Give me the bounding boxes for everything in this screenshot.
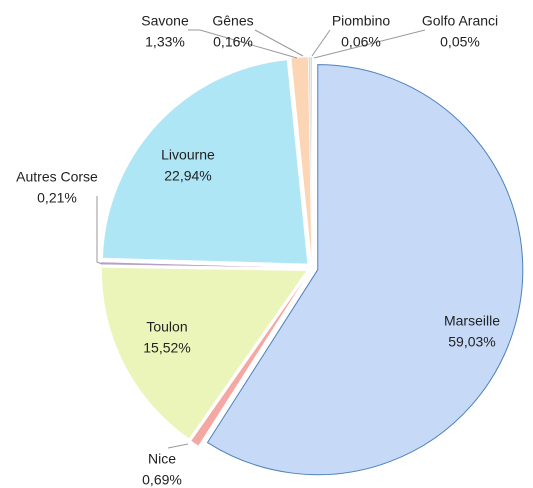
pie-slice xyxy=(101,267,308,439)
leader-line xyxy=(96,196,103,265)
pie-slice xyxy=(311,56,313,263)
slice-label: Golfo Aranci xyxy=(422,13,498,29)
pie-slice xyxy=(102,59,308,265)
slice-value-label: 0,21% xyxy=(37,190,77,206)
leader-line xyxy=(254,29,304,57)
slice-label: Autres Corse xyxy=(16,169,98,185)
slice-label: Livourne xyxy=(161,147,215,163)
leader-line xyxy=(313,29,426,59)
slice-value-label: 1,33% xyxy=(145,34,185,50)
slice-value-label: 0,69% xyxy=(142,472,182,488)
slice-value-label: 0,05% xyxy=(440,34,480,50)
slice-label: Gênes xyxy=(212,13,253,29)
slice-value-label: 59,03% xyxy=(448,334,495,350)
pie-slice xyxy=(206,64,524,476)
leader-line xyxy=(311,29,331,57)
pie-slice xyxy=(290,56,312,263)
slice-label: Nice xyxy=(148,451,176,467)
slice-label: Marseille xyxy=(444,313,500,329)
slice-value-label: 0,06% xyxy=(341,34,381,50)
slice-value-label: 15,52% xyxy=(143,340,190,356)
leader-line xyxy=(167,443,189,449)
slice-value-label: 22,94% xyxy=(164,168,211,184)
slice-label: Toulon xyxy=(146,319,187,335)
slice-label: Piombino xyxy=(332,13,391,29)
slice-value-label: 0,16% xyxy=(213,34,253,50)
pie-slice xyxy=(190,272,309,447)
slice-label: Savone xyxy=(141,13,189,29)
leader-line xyxy=(188,29,298,59)
